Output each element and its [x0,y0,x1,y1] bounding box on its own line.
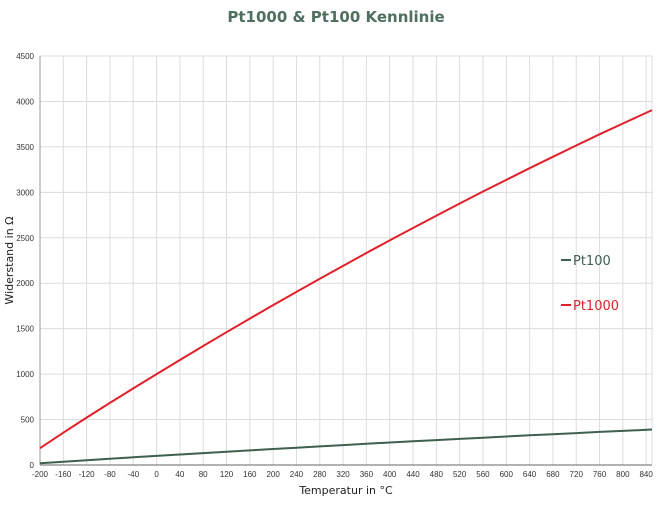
y-tick-label: 500 [21,416,35,425]
x-tick-label: 120 [220,470,234,479]
x-tick-label: 640 [523,470,537,479]
x-tick-label: 520 [453,470,467,479]
y-tick-label: 0 [30,461,35,470]
grid-lines [39,55,653,466]
legend: Pt100 Pt1000 [561,254,619,314]
x-tick-label: 280 [313,470,327,479]
x-tick-label: 560 [476,470,490,479]
series-line-pt1000 [39,109,653,450]
x-axis-label: Temperatur in °C [298,484,393,497]
y-axis-label: Widerstand in Ω [3,216,16,304]
x-tick-label: -160 [55,470,72,479]
y-tick-label: 4500 [16,52,34,61]
x-tick-label: 80 [199,470,208,479]
x-tick-label: 360 [360,470,374,479]
x-tick-label: 840 [639,470,653,479]
chart-title: Pt1000 & Pt100 Kennlinie [227,8,445,26]
x-tick-label: -120 [79,470,96,479]
y-tick-label: 1500 [16,325,34,334]
x-tick-label: 160 [243,470,257,479]
x-tick-label: 680 [546,470,560,479]
x-tick-label: 320 [336,470,350,479]
x-tick-label: 200 [266,470,280,479]
x-tick-label: 600 [500,470,514,479]
x-tick-label: -200 [32,470,49,479]
x-tick-label: 40 [175,470,184,479]
series-line-pt100 [39,428,653,465]
x-tick-label: 0 [154,470,159,479]
y-tick-label: 3500 [16,143,34,152]
x-tick-label: 760 [593,470,607,479]
x-tick-label: 400 [383,470,397,479]
x-tick-label: -40 [127,470,139,479]
x-tick-label: 720 [570,470,584,479]
x-tick-label: -80 [104,470,116,479]
legend-label-pt100: Pt100 [573,254,611,269]
y-tick-label: 4000 [16,97,34,106]
y-tick-label: 2000 [16,279,34,288]
x-tick-label: 240 [290,470,304,479]
x-tick-label: 480 [430,470,444,479]
x-tick-label: 800 [616,470,630,479]
axes: -200 -160 -120 -80 -40 0 40 80 120 160 200 240 280 32… [3,52,653,497]
legend-label-pt1000: Pt1000 [573,299,619,314]
x-tick-label: 440 [406,470,420,479]
series-lines [39,109,653,465]
y-tick-label: 2500 [16,234,34,243]
y-tick-label: 1000 [16,370,34,379]
y-tick-label: 3000 [16,188,34,197]
